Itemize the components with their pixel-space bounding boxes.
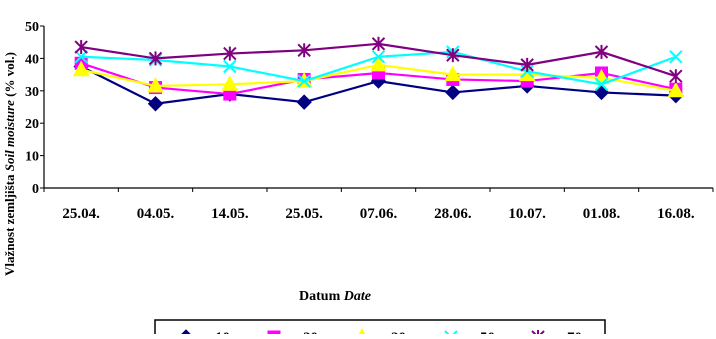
marker-shape <box>72 60 90 77</box>
marker-shape <box>594 77 609 92</box>
x-tick-labels: 25.04. 04.05. 14.05. 25.05. 07.06. 28.06. 10.0… <box>43 188 714 222</box>
marker-shape <box>297 74 311 88</box>
marker-shape <box>147 76 164 93</box>
data-point-30 <box>444 65 462 82</box>
data-point-50 <box>594 77 609 92</box>
x-tick-label: 16.08. <box>657 206 695 222</box>
x-axis-title-main: Datum <box>299 289 341 304</box>
data-point-10 <box>147 96 164 112</box>
marker-shape <box>445 84 461 101</box>
x-axis-title: Datum Date <box>299 289 371 304</box>
data-point-30 <box>221 75 239 91</box>
y-tick-label: 10 <box>25 150 39 165</box>
marker-shape <box>223 59 237 74</box>
legend-label: 30 <box>391 330 406 334</box>
series-70 <box>74 36 683 84</box>
x-tick-label: 07.06. <box>360 206 398 222</box>
data-point-70 <box>446 48 460 63</box>
y-tick-label: 50 <box>25 20 39 35</box>
y-axis-title-unit: (% vol.) <box>2 52 17 97</box>
y-tick-label: 40 <box>25 52 39 67</box>
series-30 <box>72 55 685 98</box>
marker-shape <box>371 50 386 64</box>
data-point-50 <box>371 50 386 64</box>
x-tick-label: 28.06. <box>434 206 472 222</box>
series-group <box>72 36 685 112</box>
data-point-70 <box>594 44 609 59</box>
marker-shape <box>444 65 462 82</box>
y-tick-labels: 0 10 20 30 40 50 <box>25 20 44 197</box>
legend-label: 50 <box>480 330 495 334</box>
x-tick-label: 14.05. <box>211 206 249 222</box>
data-point-70 <box>297 43 311 58</box>
data-point-30 <box>147 76 164 93</box>
y-tick-label: 30 <box>25 85 39 100</box>
legend-label: 70 <box>567 330 582 334</box>
marker-shape <box>370 55 387 72</box>
data-point-10 <box>445 84 461 101</box>
data-point-10 <box>593 84 610 101</box>
legend-label: 20 <box>303 330 318 334</box>
y-tick-label: 20 <box>25 117 39 132</box>
marker-shape <box>221 75 239 91</box>
legend-label: 10 <box>215 330 230 334</box>
data-point-30 <box>370 55 387 72</box>
marker-shape <box>518 65 536 82</box>
legend: 10 20 30 50 70 <box>154 319 606 339</box>
data-point-50 <box>297 74 311 88</box>
marker-shape <box>593 84 610 101</box>
marker-shape <box>296 94 312 110</box>
data-point-50 <box>223 59 237 74</box>
data-point-70 <box>74 40 88 55</box>
x-tick-label: 25.05. <box>285 206 323 222</box>
data-point-70 <box>371 36 386 51</box>
data-point-50 <box>74 50 88 64</box>
marker-shape <box>147 96 164 112</box>
x-tick-label: 04.05. <box>137 206 175 222</box>
data-point-70 <box>669 69 683 84</box>
y-axis-title-main: Vlažnost zemljišta <box>2 174 17 276</box>
data-point-10 <box>296 94 312 110</box>
data-point-70 <box>148 51 163 66</box>
data-point-30 <box>518 65 536 82</box>
x-axis-title-italic: Date <box>343 289 371 304</box>
data-point-30 <box>667 81 685 98</box>
x-tick-label: 01.08. <box>583 206 621 222</box>
data-point-70 <box>520 57 534 72</box>
axes <box>43 26 713 189</box>
y-tick-label: 0 <box>32 182 39 197</box>
data-point-30 <box>72 60 90 77</box>
x-tick-label: 10.07. <box>508 206 546 222</box>
marker-shape <box>667 81 685 98</box>
marker-shape <box>669 50 683 64</box>
x-tick-label: 25.04. <box>62 206 100 222</box>
data-point-70 <box>223 46 237 61</box>
y-axis-title: Vlažnost zemljišta Soil moisture (% vol.… <box>2 52 17 276</box>
data-point-50 <box>669 50 683 64</box>
y-axis-title-italic: Soil moisture <box>2 100 17 171</box>
marker-shape <box>74 50 88 64</box>
